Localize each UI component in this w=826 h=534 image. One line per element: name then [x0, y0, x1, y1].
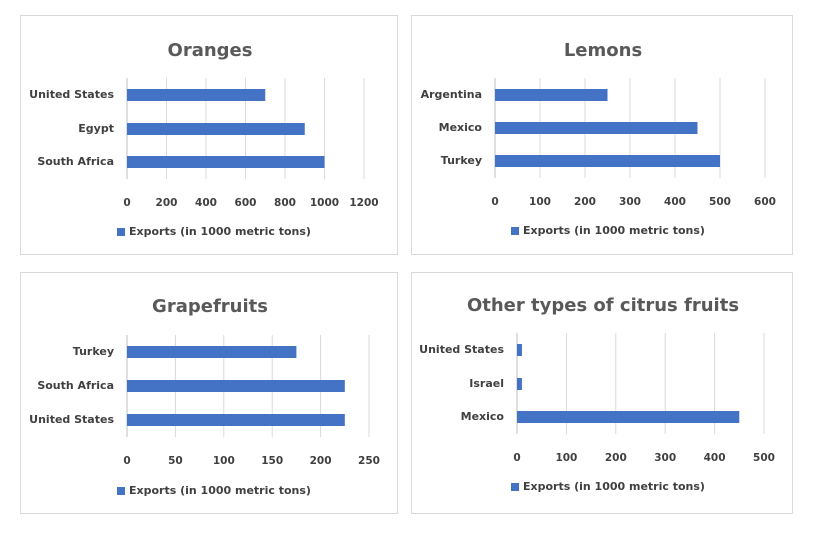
legend-label: Exports (in 1000 metric tons) [523, 224, 705, 237]
x-tick-label: 300 [619, 196, 641, 208]
chart-panel-other-citrus: Other types of citrus fruits United State… [411, 272, 793, 514]
x-tick-label: 200 [156, 197, 178, 209]
bar [127, 414, 345, 426]
x-tick-label: 100 [213, 455, 235, 467]
x-tick-label: 200 [574, 196, 596, 208]
legend-swatch [117, 487, 125, 495]
category-label: Mexico [439, 121, 483, 134]
x-tick-label: 500 [709, 196, 731, 208]
bar [517, 378, 522, 390]
bar [495, 155, 720, 167]
x-tick-label: 150 [261, 455, 283, 467]
x-tick-label: 400 [664, 196, 686, 208]
bar [127, 89, 266, 101]
bar [517, 344, 522, 356]
x-tick-label: 250 [358, 455, 380, 467]
chart-panel-oranges: Oranges United States Egypt South Africa 0 20… [20, 15, 398, 255]
category-label: Argentina [421, 88, 482, 101]
chart-title: Lemons [564, 40, 642, 61]
x-tick-label: 0 [123, 197, 130, 209]
chart-oranges: Oranges United States Egypt South Africa 0 20… [29, 40, 378, 238]
x-tick-label: 200 [605, 452, 627, 464]
bar [127, 346, 297, 358]
chart-grapefruits: Grapefruits Turkey South Africa United Stat… [29, 296, 380, 497]
category-label: Turkey [441, 154, 482, 167]
category-label: South Africa [37, 379, 114, 392]
bar [127, 380, 345, 392]
category-label: Egypt [78, 122, 114, 135]
x-tick-label: 600 [235, 197, 257, 209]
bar [495, 89, 608, 101]
x-tick-label: 1200 [349, 197, 378, 209]
legend-swatch [117, 228, 125, 236]
category-label: United States [419, 343, 504, 356]
category-label: United States [29, 88, 114, 101]
chart-other-citrus: Other types of citrus fruits United State… [419, 295, 775, 493]
x-tick-label: 0 [123, 455, 130, 467]
x-tick-label: 0 [491, 196, 498, 208]
x-tick-label: 1000 [310, 197, 339, 209]
chart-lemons: Lemons Argentina Mexico Turkey 0 100 200 300 400… [421, 40, 776, 237]
legend-label: Exports (in 1000 metric tons) [129, 484, 311, 497]
x-tick-label: 400 [195, 197, 217, 209]
category-label: South Africa [37, 155, 114, 168]
x-tick-label: 400 [704, 452, 726, 464]
chart-panel-lemons: Lemons Argentina Mexico Turkey 0 100 200 300 400… [411, 15, 793, 255]
category-label: Turkey [73, 345, 114, 358]
category-label: Israel [469, 377, 504, 390]
category-label: Mexico [461, 410, 505, 423]
legend-swatch [511, 227, 519, 235]
x-tick-label: 0 [513, 452, 520, 464]
category-label: United States [29, 413, 114, 426]
legend-label: Exports (in 1000 metric tons) [523, 480, 705, 493]
chart-panel-grapefruits: Grapefruits Turkey South Africa United Stat… [20, 272, 398, 514]
legend-swatch [511, 483, 519, 491]
chart-title: Grapefruits [152, 296, 268, 317]
x-tick-label: 300 [654, 452, 676, 464]
x-tick-label: 200 [310, 455, 332, 467]
bar [127, 123, 305, 135]
x-tick-label: 100 [529, 196, 551, 208]
bar [127, 156, 325, 168]
x-tick-label: 100 [555, 452, 577, 464]
legend-label: Exports (in 1000 metric tons) [129, 225, 311, 238]
x-tick-label: 800 [274, 197, 296, 209]
x-tick-label: 600 [754, 196, 776, 208]
bar [517, 411, 740, 423]
chart-title: Other types of citrus fruits [467, 295, 739, 316]
x-tick-label: 50 [168, 455, 183, 467]
bar [495, 122, 698, 134]
chart-title: Oranges [168, 40, 253, 61]
x-tick-label: 500 [753, 452, 775, 464]
